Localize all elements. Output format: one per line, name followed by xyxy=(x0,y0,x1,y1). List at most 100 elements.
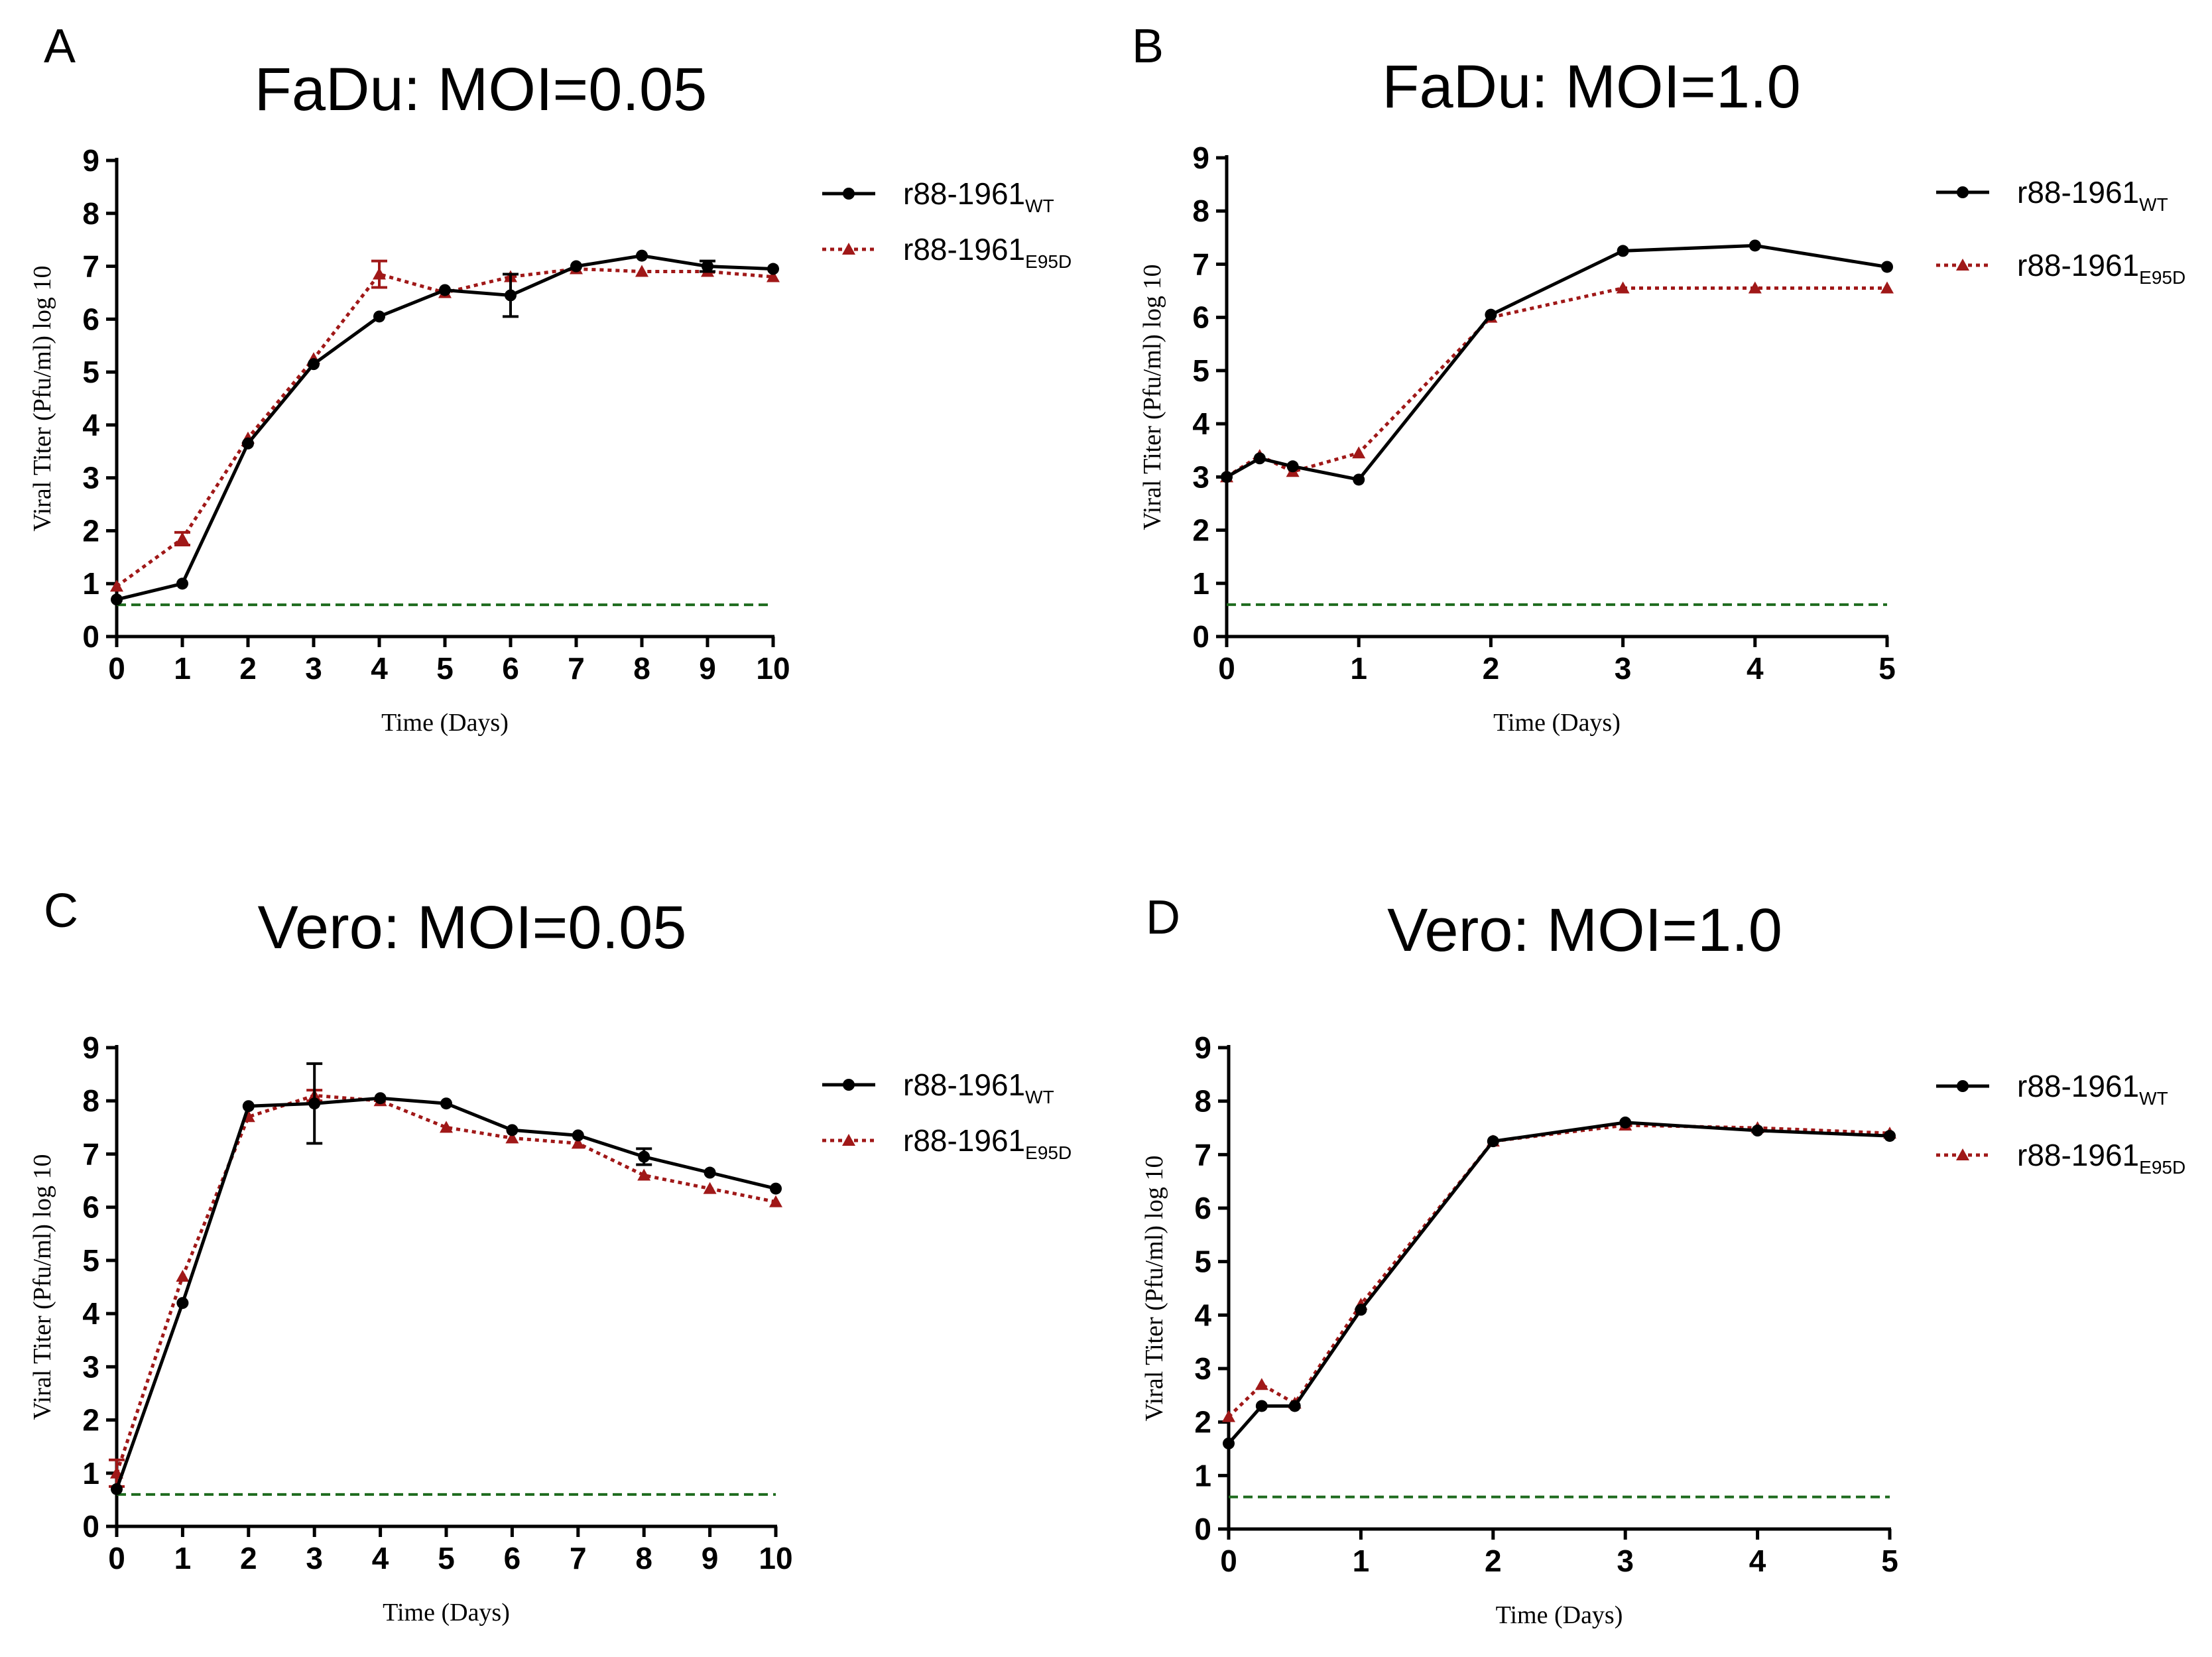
series-line-wt xyxy=(116,254,774,601)
x-tick-label: 4 xyxy=(1747,651,1764,686)
y-tick-label: 9 xyxy=(82,1030,99,1065)
legend: r88-1961WT r88-1961E95D xyxy=(822,1068,1072,1163)
data-point-e95d xyxy=(637,1168,651,1181)
y-tick-label: 2 xyxy=(82,1403,99,1438)
x-tick-label: 2 xyxy=(1483,651,1500,686)
legend-label-e95d: r88-1961E95D xyxy=(2017,1138,2185,1178)
x-tick-label: 6 xyxy=(504,1541,521,1575)
legend-label-wt: r88-1961WT xyxy=(2017,175,2168,215)
y-tick-label: 6 xyxy=(82,302,99,336)
data-point-wt xyxy=(1884,1130,1896,1142)
y-tick-label: 1 xyxy=(1192,566,1209,601)
y-axis-label: Viral Titer (Pfu/ml) log 10 xyxy=(29,266,56,532)
y-axis-label: Viral Titer (Pfu/ml) log 10 xyxy=(1140,1156,1168,1422)
x-tick-label: 3 xyxy=(306,1541,323,1575)
series-line-e95d xyxy=(115,267,774,588)
chart-title: FaDu: MOI=1.0 xyxy=(1382,53,1800,121)
legend-subscript-wt: WT xyxy=(1025,196,1054,216)
y-tick-label: 1 xyxy=(1194,1458,1211,1493)
panel-letter: D xyxy=(1146,891,1180,944)
data-point-wt xyxy=(1619,1116,1632,1129)
data-point-wt xyxy=(1286,460,1299,473)
y-tick-label: 1 xyxy=(82,1456,99,1491)
legend-marker-e95d xyxy=(842,243,855,255)
y-tick-label: 5 xyxy=(82,1243,99,1278)
data-point-wt xyxy=(638,1150,650,1163)
data-point-e95d xyxy=(176,1269,190,1282)
x-tick-label: 5 xyxy=(438,1541,455,1575)
legend-label-wt: r88-1961WT xyxy=(2017,1069,2168,1109)
data-point-wt xyxy=(176,1297,189,1310)
panel-letter: A xyxy=(44,20,76,73)
y-tick-label: 3 xyxy=(82,461,99,495)
y-tick-label: 5 xyxy=(1194,1245,1211,1279)
data-point-e95d xyxy=(703,1182,717,1194)
panel-letter: B xyxy=(1132,20,1164,73)
data-point-wt xyxy=(770,1182,782,1195)
x-tick-label: 2 xyxy=(239,651,257,686)
chart-panel-d: D Vero: MOI=1.0 0 1 2 3 4 5 6 7 8 9 0 1 2 3 4 5 Time (Days… xyxy=(1140,891,2185,1629)
legend-label-e95d: r88-1961E95D xyxy=(2017,248,2185,288)
y-tick-label: 4 xyxy=(1194,1298,1211,1332)
legend-subscript-wt: WT xyxy=(1025,1087,1054,1107)
y-tick-label: 2 xyxy=(1194,1405,1211,1440)
y-tick-label: 0 xyxy=(82,619,99,654)
data-point-wt xyxy=(704,1166,716,1179)
y-tick-label: 7 xyxy=(1192,247,1209,281)
x-tick-label: 5 xyxy=(436,651,454,686)
data-point-e95d xyxy=(176,532,189,544)
data-point-wt xyxy=(767,263,779,275)
y-tick-label: 6 xyxy=(82,1190,99,1225)
x-tick-label: 4 xyxy=(371,651,388,686)
data-point-e95d xyxy=(1222,1410,1235,1422)
legend: r88-1961WT r88-1961E95D xyxy=(1936,175,2185,288)
legend: r88-1961WT r88-1961E95D xyxy=(822,176,1072,272)
legend-marker-e95d xyxy=(1956,259,1969,271)
x-axis-label: Time (Days) xyxy=(381,709,509,737)
y-tick-label: 4 xyxy=(1192,406,1209,441)
y-tick-label: 0 xyxy=(82,1509,99,1544)
x-tick-label: 5 xyxy=(1878,651,1896,686)
data-point-wt xyxy=(1485,308,1497,321)
y-tick-label: 4 xyxy=(82,408,99,442)
y-tick-label: 2 xyxy=(82,513,99,548)
y-axis-label: Viral Titer (Pfu/ml) log 10 xyxy=(29,1154,56,1420)
x-axis-label: Time (Days) xyxy=(383,1599,510,1626)
data-point-wt xyxy=(636,249,648,262)
data-point-wt xyxy=(440,1097,452,1110)
data-point-wt xyxy=(242,1100,255,1113)
y-tick-label: 9 xyxy=(82,143,99,178)
series-line-wt xyxy=(1227,1121,1890,1445)
x-tick-label: 8 xyxy=(633,651,650,686)
y-tick-label: 3 xyxy=(1192,460,1209,494)
x-tick-label: 3 xyxy=(1615,651,1632,686)
data-point-e95d xyxy=(110,580,123,592)
data-point-e95d xyxy=(373,267,386,280)
x-tick-label: 0 xyxy=(108,651,125,686)
legend-label-e95d: r88-1961E95D xyxy=(903,1123,1072,1163)
legend-subscript-wt: WT xyxy=(2139,194,2168,215)
x-tick-label: 3 xyxy=(305,651,322,686)
legend-marker-wt xyxy=(1957,186,1969,198)
data-point-wt xyxy=(1223,1437,1235,1449)
y-tick-label: 7 xyxy=(1194,1137,1211,1172)
panel-letter: C xyxy=(44,885,78,938)
data-point-e95d xyxy=(1616,281,1630,294)
data-point-e95d xyxy=(505,1131,519,1144)
y-tick-label: 5 xyxy=(82,355,99,389)
y-tick-label: 8 xyxy=(82,1083,99,1118)
data-point-e95d xyxy=(635,265,648,277)
x-tick-label: 1 xyxy=(174,1541,192,1575)
data-point-wt xyxy=(1253,452,1266,465)
data-point-wt xyxy=(1255,1400,1268,1412)
series-line-wt xyxy=(115,1096,776,1490)
y-tick-label: 1 xyxy=(82,566,99,601)
data-point-e95d xyxy=(1880,281,1894,294)
data-point-wt xyxy=(1617,245,1629,257)
legend-subscript-e95d: E95D xyxy=(1025,1142,1072,1163)
x-tick-label: 9 xyxy=(699,651,716,686)
series-line-e95d xyxy=(1225,286,1887,479)
data-point-wt xyxy=(1487,1135,1499,1148)
x-tick-label: 10 xyxy=(756,651,790,686)
data-point-wt xyxy=(1288,1400,1301,1412)
